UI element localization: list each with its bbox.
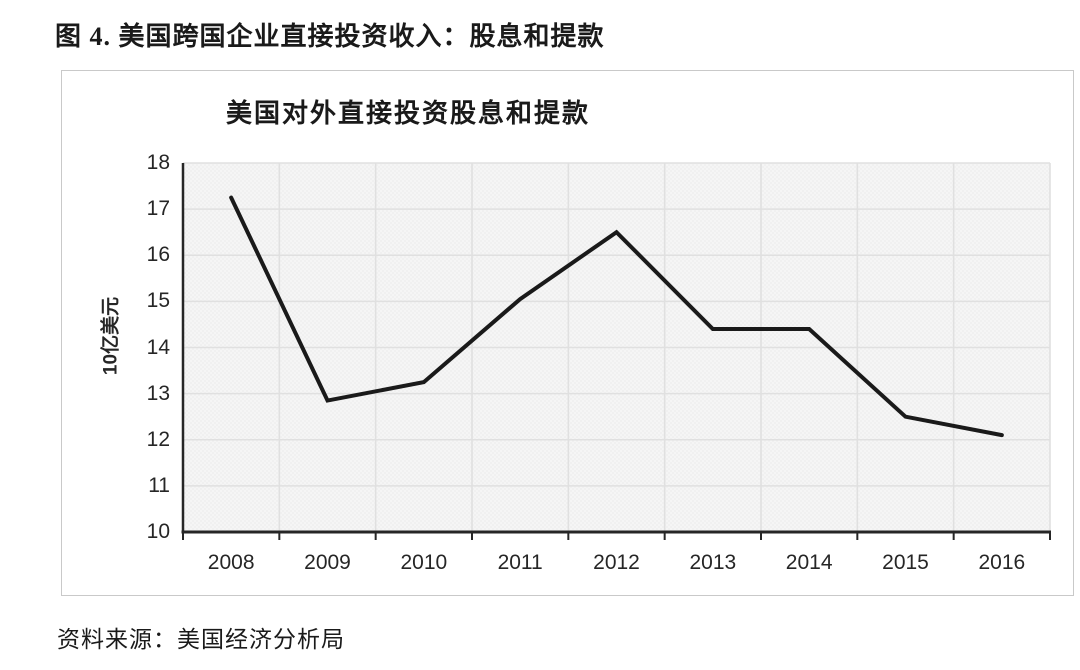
x-axis-tick-label: 2009 [304, 551, 351, 574]
x-axis-tick-label: 2015 [882, 551, 929, 574]
x-axis-tick-label: 2013 [689, 551, 737, 574]
figure-caption: 图 4. 美国跨国企业直接投资收入：股息和提款 [55, 22, 605, 51]
x-axis-tick-label: 2008 [207, 551, 255, 574]
x-axis-tick-label: 2012 [593, 551, 640, 574]
y-axis-tick-label: 14 [146, 335, 170, 359]
source-note: 资料来源：美国经济分析局 [57, 627, 345, 652]
y-axis-tick-label: 12 [146, 427, 170, 451]
chart-container: 美国对外直接投资股息和提款 10亿美元 18 17 16 15 14 13 12 11 10 2… [61, 70, 1074, 596]
y-axis-tick-label: 11 [148, 473, 170, 497]
y-axis-tick-label: 10 [146, 520, 170, 543]
chart-title: 美国对外直接投资股息和提款 [226, 99, 591, 128]
y-axis-tick-label: 15 [146, 289, 170, 313]
y-axis-tick-label: 17 [146, 197, 170, 221]
data-series-line [229, 195, 1004, 438]
x-axis-tick-label: 2010 [400, 551, 448, 574]
y-axis-tick-label: 13 [146, 381, 170, 405]
y-axis-tick-label: 18 [146, 151, 170, 174]
x-axis-tick-label: 2014 [785, 551, 833, 574]
line-chart-plot-area [181, 162, 1051, 540]
y-axis-tick-label: 16 [146, 243, 170, 267]
x-axis-tick-label: 2016 [978, 551, 1026, 574]
x-axis-tick-label: 2011 [497, 551, 543, 574]
